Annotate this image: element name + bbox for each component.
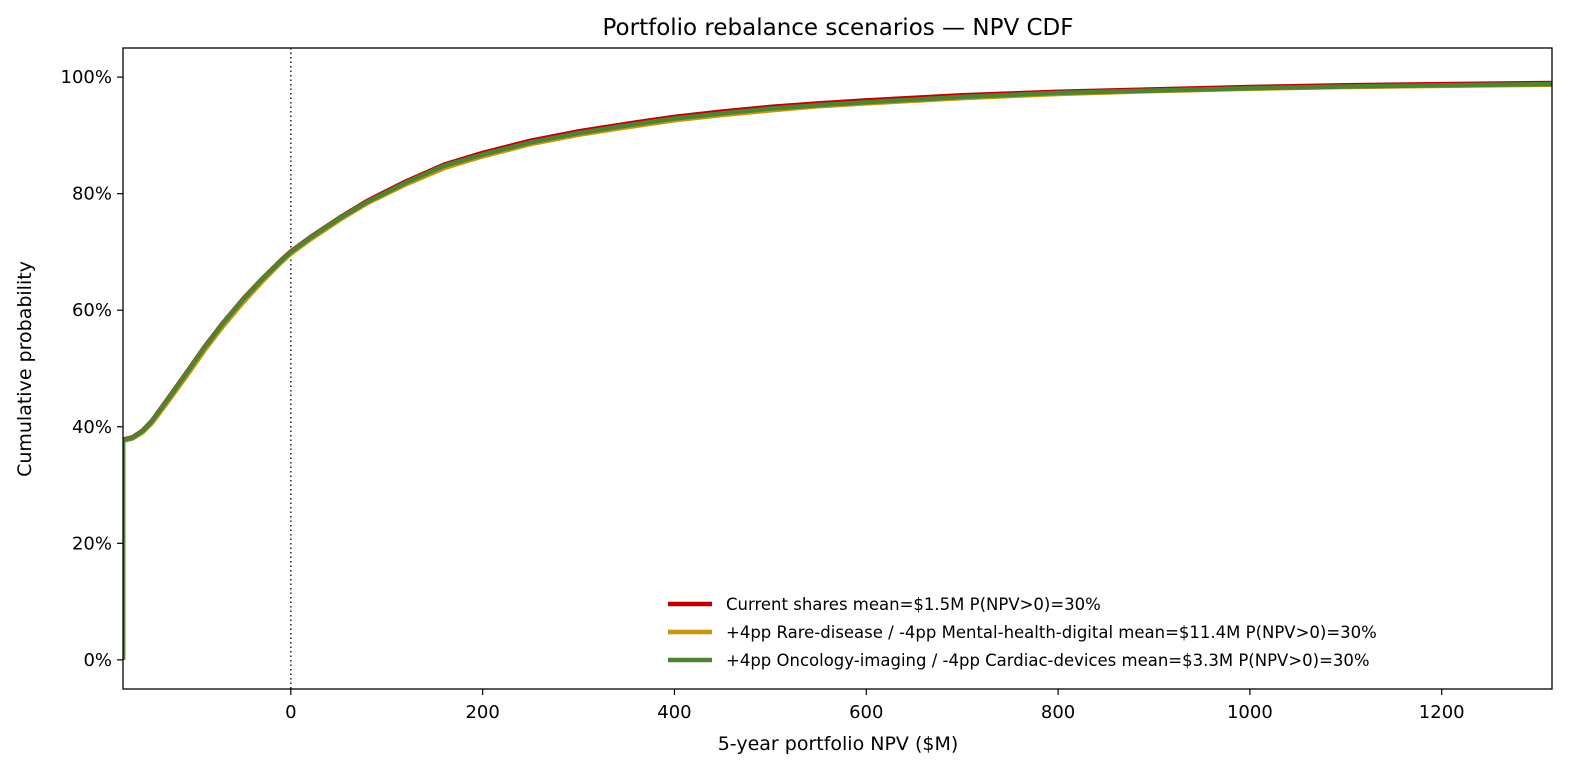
- series-line-3: [123, 81, 1552, 660]
- x-axis-ticks: 0 200 400 600 800 1000 1200: [285, 689, 1465, 723]
- y-tick-label: 60%: [72, 300, 112, 321]
- y-axis-ticks: 0% 20% 40% 60% 80% 100%: [61, 67, 123, 671]
- legend-entry-1: Current shares mean=$1.5M P(NPV>0)=30%: [726, 595, 1101, 614]
- y-tick-label: 80%: [72, 184, 112, 205]
- series-layer: [123, 80, 1552, 660]
- plot-frame: [122, 47, 1553, 690]
- y-tick-label: 100%: [61, 67, 112, 88]
- y-tick-label: 40%: [72, 417, 112, 438]
- x-tick-label: 0: [285, 702, 296, 723]
- y-tick-label: 20%: [72, 533, 112, 554]
- x-tick-label: 200: [465, 702, 499, 723]
- y-axis-label: Cumulative probability: [14, 261, 36, 477]
- x-tick-label: 400: [657, 702, 691, 723]
- x-tick-label: 1200: [1419, 702, 1465, 723]
- x-tick-label: 600: [849, 702, 883, 723]
- x-tick-label: 1000: [1227, 702, 1273, 723]
- x-axis-label: 5-year portfolio NPV ($M): [718, 733, 959, 755]
- legend-entry-3: +4pp Oncology-imaging / -4pp Cardiac-dev…: [726, 651, 1370, 670]
- legend: Current shares mean=$1.5M P(NPV>0)=30% +4…: [668, 595, 1377, 670]
- legend-entry-2: +4pp Rare-disease / -4pp Mental-health-d…: [726, 623, 1377, 642]
- y-tick-label: 0%: [83, 650, 112, 671]
- x-tick-label: 800: [1041, 702, 1075, 723]
- chart-title: Portfolio rebalance scenarios — NPV CDF: [603, 15, 1074, 41]
